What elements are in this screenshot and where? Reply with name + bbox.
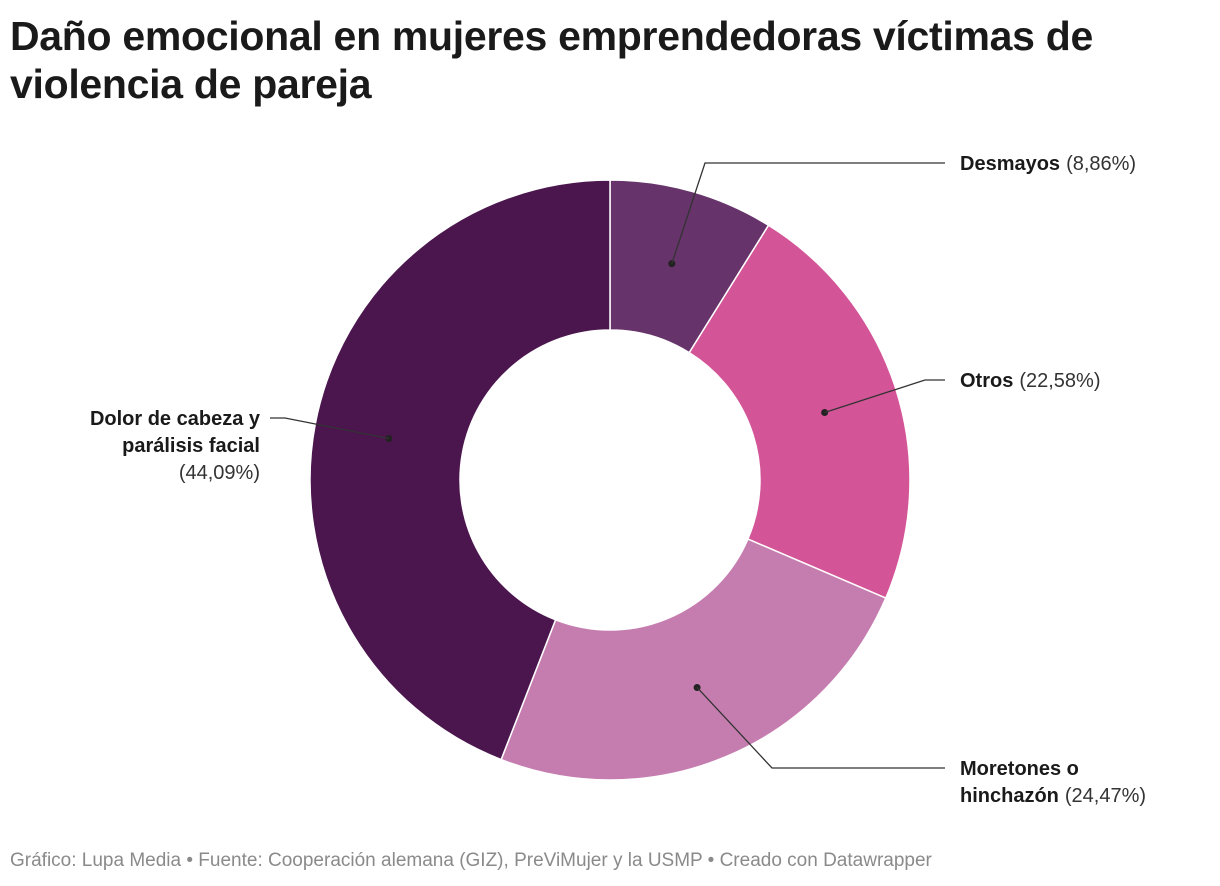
leader-line-otros <box>824 379 945 414</box>
label-moretones-o-hinchazon: Moretones o hinchazón (24,47%) <box>960 758 1146 807</box>
leader-line-dolor-de-cabeza-y-paralisis-facial <box>270 417 389 440</box>
slice-moretones-o-hinchazon[interactable] <box>500 538 887 781</box>
leader-line-desmayos <box>671 162 945 264</box>
label-otros: Otros (22,58%) <box>960 370 1101 392</box>
slice-dolor-de-cabeza-y-paralisis-facial[interactable] <box>309 179 611 761</box>
label-desmayos: Desmayos (8,86%) <box>960 153 1136 175</box>
label-dolor-de-cabeza-y-paralisis-facial: Dolor de cabeza y parálisis facial (44,09%… <box>90 408 261 484</box>
slice-otros[interactable] <box>688 224 911 600</box>
leader-line-moretones-o-hinchazon <box>696 687 945 769</box>
chart-title: Daño emocional en mujeres emprendedoras … <box>10 13 1093 107</box>
chart-footer: Gráfico: Lupa Media • Fuente: Cooperació… <box>10 850 932 871</box>
